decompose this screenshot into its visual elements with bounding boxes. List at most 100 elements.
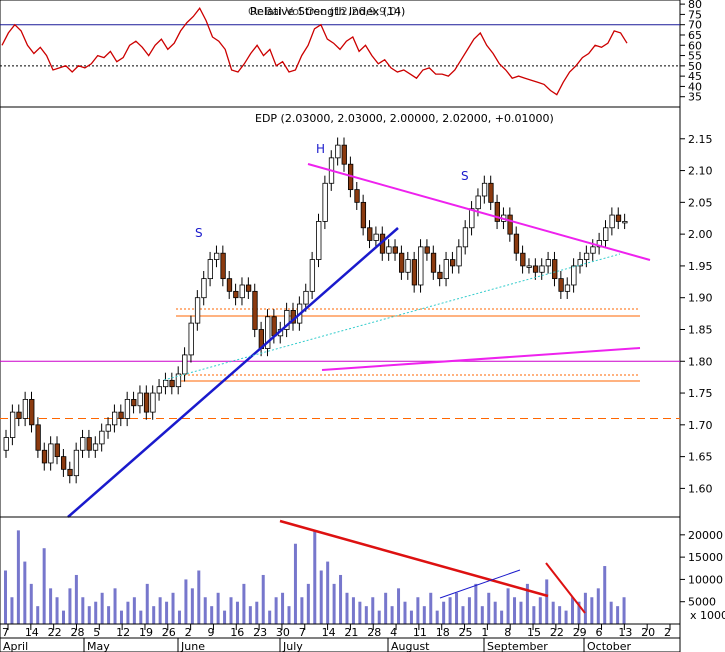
candle-body	[373, 233, 379, 241]
volume-bar	[293, 543, 297, 624]
volume-bar	[197, 570, 201, 624]
volume-bar	[551, 601, 555, 624]
volume-bar	[165, 601, 169, 624]
candle-body	[271, 316, 277, 337]
candle-body	[105, 424, 111, 432]
x-day-label: 16	[230, 626, 244, 639]
candle-body	[450, 259, 456, 267]
x-day-label: 15	[527, 626, 541, 639]
candle-body	[571, 265, 577, 286]
price-panel: EDP (2.03000, 2.03000, 2.00000, 2.02000,…	[0, 106, 713, 518]
volume-tick-label: 15000	[688, 551, 723, 564]
candle-body	[156, 386, 162, 394]
candle-body	[112, 411, 118, 426]
x-month-label: September	[487, 640, 548, 652]
volume-bar	[145, 583, 149, 624]
candle-body	[443, 259, 449, 280]
volume-bar	[152, 606, 156, 624]
x-day-label: 23	[253, 626, 267, 639]
candle-body	[67, 468, 73, 477]
candle-body	[99, 430, 105, 445]
volume-bar	[571, 597, 575, 624]
candle-body	[86, 437, 92, 451]
candle-body	[60, 456, 67, 470]
x-day-label: 25	[459, 626, 473, 639]
candle-body	[405, 259, 411, 273]
volume-bar	[23, 561, 27, 624]
candle-body	[424, 246, 430, 254]
candle-body	[309, 259, 316, 292]
volume-bar	[435, 610, 439, 624]
volume-bar	[532, 606, 536, 624]
price-tick-label: 1.60	[688, 482, 713, 495]
x-day-label: 18	[436, 626, 450, 639]
candle-body	[513, 233, 520, 254]
candle-body	[335, 144, 341, 159]
candle-body	[137, 392, 143, 407]
candle-body	[341, 144, 347, 165]
volume-bar	[487, 592, 491, 624]
rsi-tick-label: 40	[688, 80, 702, 93]
x-day-label: 2	[664, 626, 671, 639]
price-title: EDP (2.03000, 2.03000, 2.00000, 2.02000,…	[255, 112, 554, 125]
price-tick-label: 2.05	[688, 196, 713, 209]
candle-body	[169, 379, 175, 388]
volume-bar	[203, 597, 207, 624]
candle-body	[41, 449, 48, 464]
volume-bar	[377, 610, 381, 624]
x-day-label: 7	[299, 626, 306, 639]
volume-bar	[474, 583, 478, 624]
annotation-head: H	[316, 142, 325, 156]
volume-bar	[87, 606, 91, 624]
candle-body	[220, 252, 226, 280]
price-tick-label: 1.80	[688, 355, 713, 368]
volume-bar	[94, 601, 98, 624]
volume-bar	[583, 592, 587, 624]
candle-body	[118, 411, 124, 419]
candle-body	[54, 443, 60, 458]
triangle-lower-line	[321, 347, 641, 371]
volume-bar	[422, 606, 426, 624]
candle-body	[603, 227, 609, 241]
volume-bar	[306, 583, 310, 624]
candle-body	[552, 259, 558, 280]
volume-bar	[409, 610, 413, 624]
volume-bar	[564, 610, 568, 624]
volume-bar	[81, 597, 85, 624]
candle-body	[590, 246, 596, 254]
volume-bar	[513, 597, 517, 624]
x-day-label: 29	[573, 626, 587, 639]
volume-bar	[500, 610, 504, 624]
volume-bar	[10, 597, 14, 624]
volume-bar	[210, 606, 214, 624]
price-tick-label: 1.65	[688, 451, 713, 464]
price-tick-label: 2.00	[688, 228, 713, 241]
candle-body	[539, 265, 545, 273]
channel-dotted-line	[163, 253, 621, 381]
x-month-label: May	[87, 640, 110, 652]
volume-bar	[300, 597, 304, 624]
rsi-reference-lines	[0, 24, 680, 67]
price-tick-label: 1.95	[688, 260, 713, 273]
volume-uptrend-line	[439, 569, 521, 599]
volume-bar	[455, 592, 459, 624]
x-day-label: 9	[207, 626, 214, 639]
volume-bar	[268, 610, 272, 624]
volume-bar	[577, 601, 581, 624]
volume-bar	[132, 597, 136, 624]
x-day-label: 6	[596, 626, 603, 639]
volume-bar	[177, 610, 181, 624]
candle-body	[622, 221, 628, 224]
x-month-label: August	[391, 640, 430, 652]
rsi-tick-label: 75	[688, 8, 702, 21]
candle-body	[564, 284, 571, 292]
x-day-labels: 7 14 22 28 5 12 19 26 2 9 16 23 30 7 14 21 28 4 11 18 25 1 8 15…	[2, 624, 671, 639]
x-day-label: 12	[116, 626, 130, 639]
candle-body	[520, 252, 526, 267]
rsi-tick-label: 50	[688, 60, 702, 73]
volume-bar	[29, 583, 33, 624]
volume-bar	[332, 583, 336, 624]
candle-body	[48, 443, 54, 464]
volume-bar	[281, 592, 285, 624]
candle-body	[456, 246, 462, 267]
